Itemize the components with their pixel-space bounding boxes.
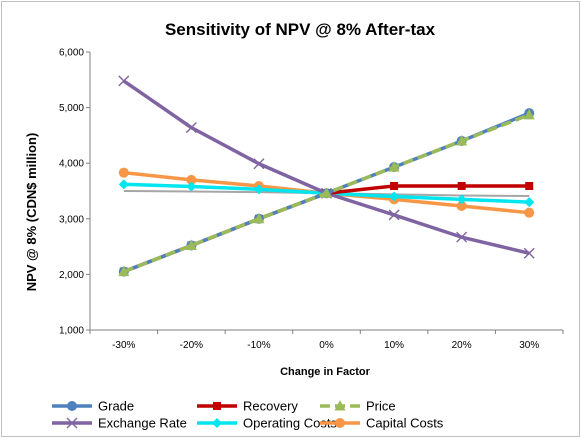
legend-label: Capital Costs: [366, 416, 444, 431]
legend-item-exchange-rate: Exchange Rate: [52, 416, 187, 431]
legend-swatch-marker-stroke: [66, 417, 78, 429]
data-point-capital-costs: [186, 174, 197, 185]
x-tick-label: -20%: [180, 340, 203, 351]
legend-swatch-marker: [212, 418, 222, 428]
data-point-price: [388, 161, 400, 172]
legend-label: Exchange Rate: [98, 416, 187, 431]
legend: Grade Recovery Price Exchange Rate Operating…: [52, 399, 444, 431]
data-point-recovery: [390, 181, 399, 190]
x-tick-label: 30%: [519, 340, 539, 351]
data-point-operating-costs: [186, 181, 197, 192]
x-tick-label: 0%: [319, 340, 334, 351]
y-tick-label: 1,000: [59, 326, 84, 337]
data-point-exchange-rate-stroke: [523, 247, 535, 259]
legend-label: Grade: [98, 399, 134, 414]
data-point-capital-costs: [118, 167, 129, 178]
data-point-exchange-rate-stroke: [456, 231, 468, 243]
legend-label: Recovery: [243, 399, 298, 414]
legend-swatch-marker: [67, 401, 77, 411]
y-tick-label: 2,000: [59, 270, 84, 281]
data-point-price: [456, 134, 468, 146]
x-tick-label: 10%: [384, 340, 404, 351]
data-point-exchange-rate: [523, 247, 535, 259]
legend-swatch-marker: [213, 402, 221, 410]
legend-item-price: Price: [320, 399, 396, 414]
legend-label: Operating Costs: [243, 416, 337, 431]
data-point-operating-costs: [456, 194, 467, 205]
legend-label: Price: [366, 399, 396, 414]
y-tick-label: 6,000: [59, 48, 84, 59]
data-point-price: [523, 108, 535, 120]
data-point-exchange-rate-stroke: [253, 158, 265, 170]
data-point-operating-costs: [389, 191, 400, 202]
data-point-exchange-rate: [118, 75, 130, 87]
series-price: [118, 108, 535, 277]
legend-item-capital-costs: Capital Costs: [320, 416, 444, 431]
legend-item-recovery: Recovery: [197, 399, 298, 414]
chart-title: Sensitivity of NPV @ 8% After-tax: [165, 20, 436, 39]
data-point-exchange-rate-stroke: [388, 209, 400, 221]
legend-item-operating-costs: Operating Costs: [197, 416, 337, 431]
series-layer: [118, 75, 535, 277]
data-point-operating-costs: [253, 184, 264, 195]
data-point-recovery: [525, 181, 534, 190]
legend-swatch-marker: [334, 400, 346, 411]
series-line-exchange-rate: [122, 79, 530, 255]
data-point-operating-costs: [118, 179, 129, 190]
data-point-recovery: [457, 181, 466, 190]
x-tick-label: -10%: [247, 340, 270, 351]
data-point-exchange-rate-stroke: [185, 122, 197, 134]
y-tick-label: 3,000: [59, 214, 84, 225]
y-tick-label: 4,000: [59, 159, 84, 170]
series-exchange-rate: [118, 75, 535, 259]
data-point-price: [118, 265, 130, 277]
data-point-capital-costs: [524, 207, 535, 218]
data-point-price: [321, 187, 332, 198]
x-tick-label: 20%: [452, 340, 472, 351]
y-tick-label: 5,000: [59, 103, 84, 114]
x-tick-label: -30%: [112, 340, 135, 351]
legend-swatch-marker: [335, 418, 345, 428]
data-point-price: [253, 212, 265, 224]
legend-item-grade: Grade: [52, 399, 134, 414]
data-point-exchange-rate: [185, 122, 197, 134]
data-point-exchange-rate-stroke: [118, 75, 130, 87]
data-point-exchange-rate: [388, 209, 400, 221]
data-point-exchange-rate: [456, 231, 468, 243]
y-axis-label: NPV @ 8% (CDN$ million): [24, 133, 39, 292]
legend-swatch-marker: [66, 417, 78, 429]
data-point-operating-costs: [524, 197, 535, 208]
axes: 1,000 2,000 3,000 4,000 5,000 6,000 -30% -20% -1…: [59, 48, 564, 351]
data-point-capital-costs: [456, 201, 467, 212]
data-point-price: [185, 239, 197, 250]
x-axis-label: Change in Factor: [280, 366, 371, 378]
data-point-exchange-rate: [253, 158, 265, 170]
